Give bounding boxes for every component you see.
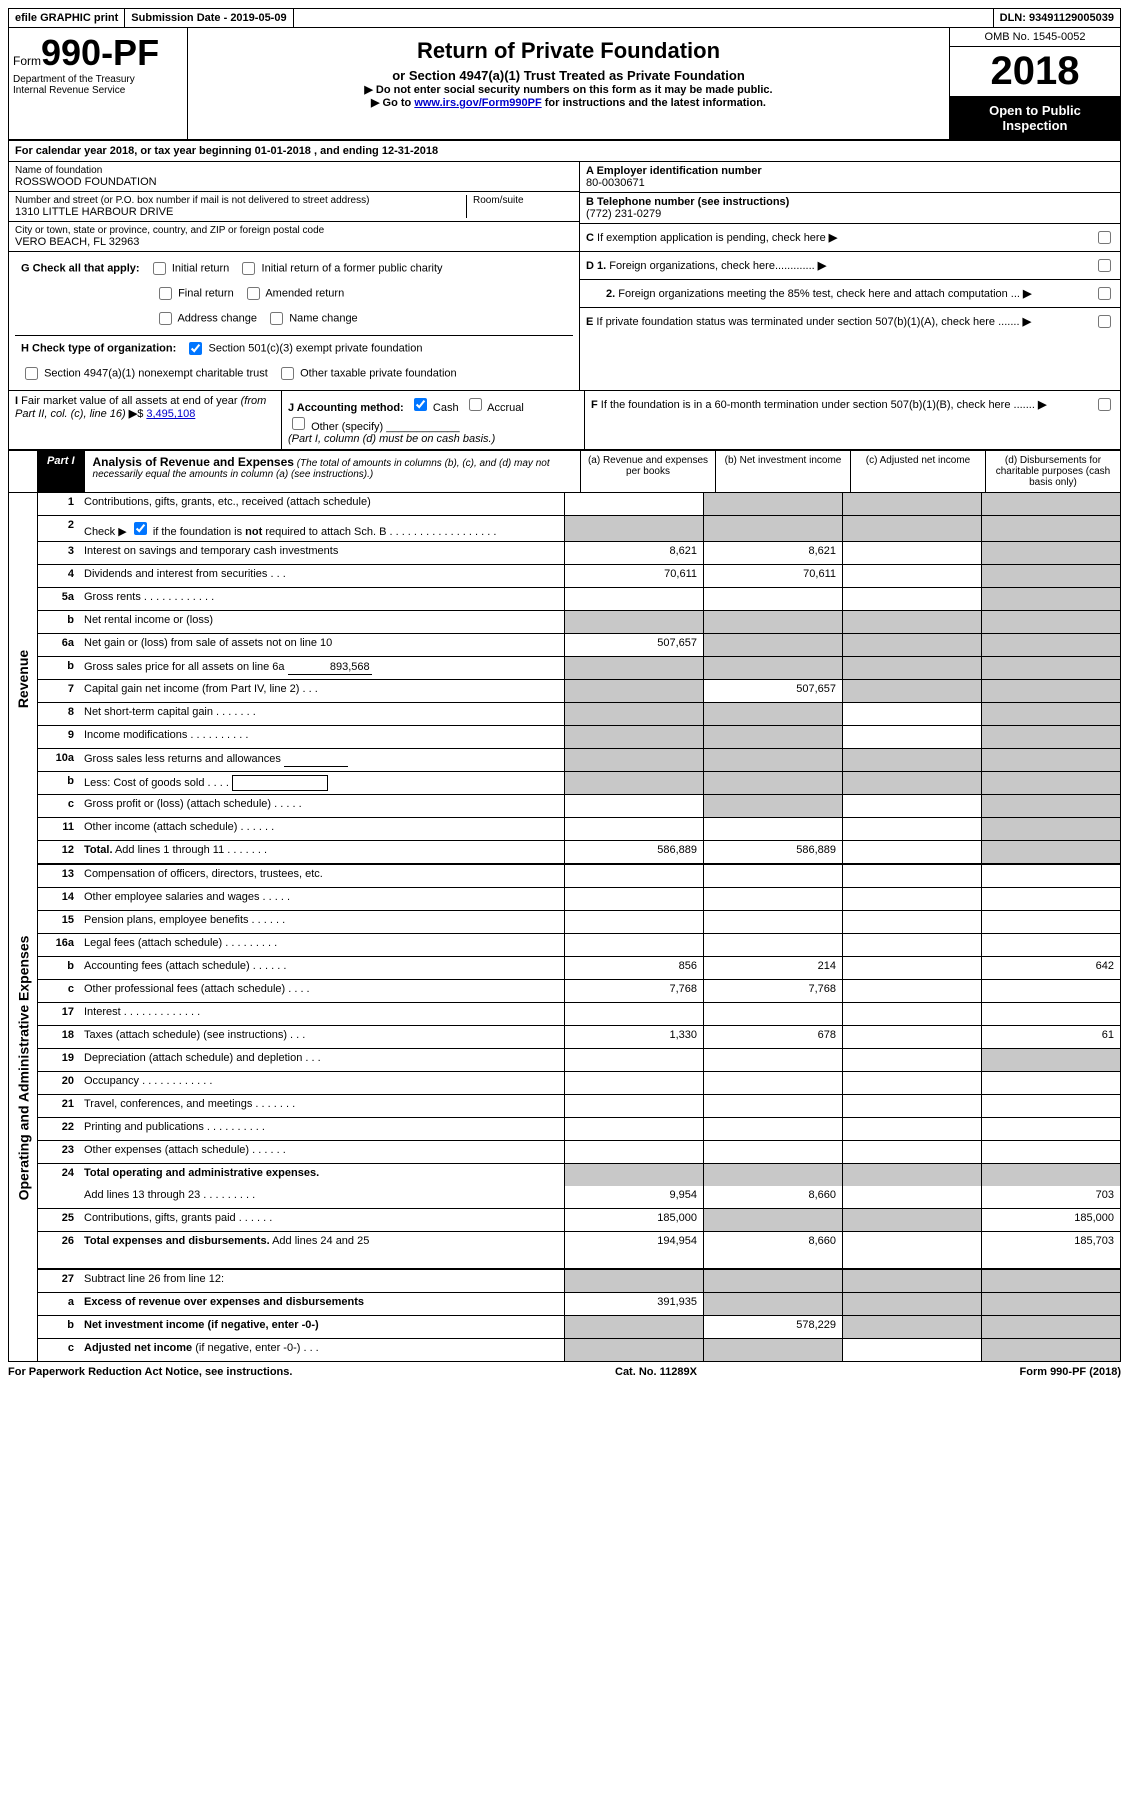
status-terminated: E If private foundation status was termi… [580, 308, 1120, 335]
section-g-d: G Check all that apply: Initial return I… [9, 252, 1120, 391]
col-d-header: (d) Disbursements for charitable purpose… [986, 451, 1120, 492]
section-g: G Check all that apply: Initial return I… [9, 252, 580, 390]
cogs-input[interactable] [232, 775, 328, 791]
irs-label: Internal Revenue Service [13, 85, 183, 96]
foreign-85-checkbox[interactable] [1098, 287, 1111, 300]
revenue-side-label: Revenue [9, 493, 38, 865]
catalog-number: Cat. No. 11289X [615, 1366, 697, 1378]
ssn-warning: ▶ Do not enter social security numbers o… [194, 83, 943, 96]
name-change-checkbox[interactable] [270, 312, 283, 325]
501c3-checkbox[interactable] [189, 342, 202, 355]
form-version: Form 990-PF (2018) [1020, 1366, 1122, 1378]
address-cell: Number and street (or P.O. box number if… [9, 192, 579, 222]
foreign-org-checkbox[interactable] [1098, 259, 1111, 272]
entity-info: Name of foundation ROSSWOOD FOUNDATION N… [9, 162, 1120, 252]
col-a-header: (a) Revenue and expenses per books [581, 451, 716, 492]
submission-date: Submission Date - 2019-05-09 [125, 9, 293, 27]
ein-cell: A Employer identification number 80-0030… [580, 162, 1120, 193]
initial-return-checkbox[interactable] [153, 262, 166, 275]
part1-label: Part I [37, 451, 85, 492]
expenses-side-label: Operating and Administrative Expenses [9, 865, 38, 1270]
form-subtitle: or Section 4947(a)(1) Trust Treated as P… [194, 68, 943, 83]
revenue-section: Revenue 1Contributions, gifts, grants, e… [9, 493, 1120, 865]
calendar-year-bar: For calendar year 2018, or tax year begi… [9, 141, 1120, 162]
phone-cell: B Telephone number (see instructions) (7… [580, 193, 1120, 224]
4947-checkbox[interactable] [25, 367, 38, 380]
col-c-header: (c) Adjusted net income [851, 451, 986, 492]
foreign-85: 2. Foreign organizations meeting the 85%… [580, 280, 1120, 308]
dln-number: DLN: 93491129005039 [994, 9, 1120, 27]
info-left: Name of foundation ROSSWOOD FOUNDATION N… [9, 162, 579, 251]
60month-checkbox[interactable] [1098, 398, 1111, 411]
form-990pf: efile GRAPHIC print Submission Date - 20… [8, 8, 1121, 1362]
section-f: F If the foundation is in a 60-month ter… [585, 391, 1120, 449]
paperwork-notice: For Paperwork Reduction Act Notice, see … [8, 1366, 292, 1378]
topbar-spacer [294, 9, 994, 27]
accrual-checkbox[interactable] [469, 398, 482, 411]
part1-desc: Analysis of Revenue and Expenses (The to… [85, 451, 580, 492]
tax-year: 2018 [950, 47, 1120, 97]
address-change-checkbox[interactable] [159, 312, 172, 325]
amended-return-checkbox[interactable] [247, 287, 260, 300]
column-headers: (a) Revenue and expenses per books (b) N… [580, 451, 1120, 492]
gross-sales-input[interactable] [288, 660, 372, 675]
omb-number: OMB No. 1545-0052 [950, 28, 1120, 47]
section-d-e: D 1. Foreign organizations, check here..… [580, 252, 1120, 390]
gross-sales-allowances[interactable] [284, 752, 348, 767]
header-center: Return of Private Foundation or Section … [188, 28, 949, 139]
header-right: OMB No. 1545-0052 2018 Open to Public In… [949, 28, 1120, 139]
instructions-link-row: ▶ Go to www.irs.gov/Form990PF for instru… [194, 96, 943, 109]
form-header: Form990-PF Department of the Treasury In… [9, 28, 1120, 141]
exemption-pending: C If exemption application is pending, c… [580, 224, 1120, 251]
form-title: Return of Private Foundation [194, 38, 943, 64]
efile-print-button[interactable]: efile GRAPHIC print [9, 9, 125, 27]
col-b-header: (b) Net investment income [716, 451, 851, 492]
header-left: Form990-PF Department of the Treasury In… [9, 28, 188, 139]
fmv-cell: I Fair market value of all assets at end… [9, 391, 282, 449]
other-taxable-checkbox[interactable] [281, 367, 294, 380]
fmv-accounting-row: I Fair market value of all assets at end… [9, 391, 1120, 451]
final-return-checkbox[interactable] [159, 287, 172, 300]
terminated-checkbox[interactable] [1098, 315, 1111, 328]
dept-treasury: Department of the Treasury [13, 74, 183, 85]
initial-former-checkbox[interactable] [242, 262, 255, 275]
expenses-section: Operating and Administrative Expenses 13… [9, 865, 1120, 1270]
accounting-method-cell: J Accounting method: Cash Accrual Other … [282, 391, 585, 449]
foundation-name-cell: Name of foundation ROSSWOOD FOUNDATION [9, 162, 579, 192]
subtract-section: 27Subtract line 26 from line 12: aExcess… [9, 1270, 1120, 1361]
foreign-org: D 1. Foreign organizations, check here..… [580, 252, 1120, 280]
sch-b-checkbox[interactable] [134, 522, 147, 535]
exemption-checkbox[interactable] [1098, 231, 1111, 244]
public-inspection: Open to Public Inspection [950, 97, 1120, 139]
top-bar: efile GRAPHIC print Submission Date - 20… [9, 9, 1120, 28]
fmv-value[interactable]: 3,495,108 [146, 408, 195, 420]
info-right: A Employer identification number 80-0030… [579, 162, 1120, 251]
other-method-checkbox[interactable] [292, 417, 305, 430]
part1-header: Part I Analysis of Revenue and Expenses … [9, 451, 1120, 493]
footer: For Paperwork Reduction Act Notice, see … [8, 1362, 1121, 1382]
city-cell: City or town, state or province, country… [9, 222, 579, 251]
form-number: Form990-PF [13, 32, 183, 74]
cash-checkbox[interactable] [414, 398, 427, 411]
irs-link[interactable]: www.irs.gov/Form990PF [414, 97, 541, 109]
